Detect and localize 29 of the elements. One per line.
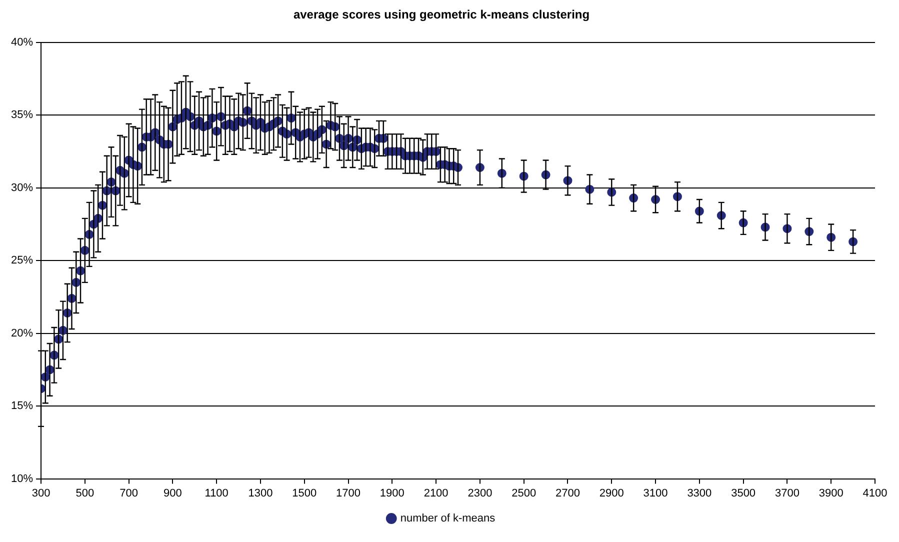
y-tick-label: 35% bbox=[10, 109, 34, 122]
y-tick-label: 20% bbox=[10, 327, 34, 340]
x-tick-label: 3700 bbox=[774, 487, 800, 500]
x-tick-label: 1500 bbox=[292, 487, 317, 500]
x-tick-label: 1100 bbox=[204, 487, 228, 500]
x-tick-label: 500 bbox=[76, 487, 94, 500]
x-tick-label: 300 bbox=[32, 487, 50, 500]
x-tick-label: 2900 bbox=[599, 487, 624, 500]
x-tick-label: 1700 bbox=[336, 487, 361, 500]
y-tick-label: 10% bbox=[10, 472, 34, 485]
y-tick-label: 15% bbox=[10, 400, 34, 412]
x-tick-label: 2500 bbox=[512, 487, 536, 500]
y-tick-label: 25% bbox=[10, 254, 34, 267]
x-tick-label: 700 bbox=[120, 487, 138, 500]
x-tick-label: 3100 bbox=[643, 487, 668, 500]
y-tick-label: 30% bbox=[10, 182, 34, 194]
x-tick-label: 3300 bbox=[687, 487, 712, 500]
x-tick-label: 2300 bbox=[468, 487, 492, 500]
x-tick-label: 2700 bbox=[556, 487, 580, 500]
x-tick-label: 4100 bbox=[862, 487, 888, 500]
chart-title: average scores using geometric k-means clustering bbox=[293, 8, 590, 22]
x-tick-label: 2100 bbox=[424, 487, 448, 500]
x-tick-label: 1300 bbox=[248, 487, 273, 500]
x-tick-label: 1900 bbox=[380, 487, 404, 500]
y-tick-label: 40% bbox=[10, 36, 34, 48]
x-tick-label: 3500 bbox=[731, 487, 756, 500]
legend-label: number of k-means bbox=[400, 512, 496, 525]
x-tick-label: 3900 bbox=[818, 487, 844, 500]
x-tick-label: 900 bbox=[164, 487, 182, 500]
